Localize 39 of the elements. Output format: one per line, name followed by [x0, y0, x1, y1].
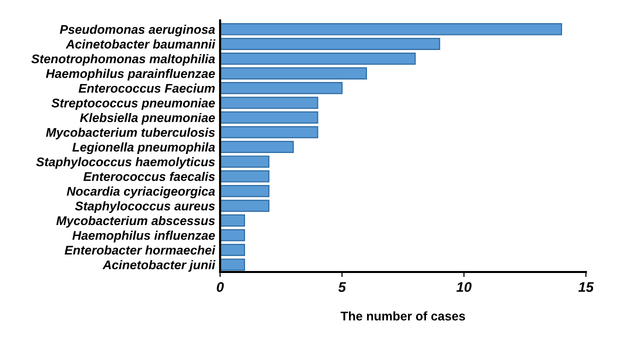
- x-axis-title: The number of cases: [340, 311, 466, 321]
- x-tick-label: 15: [578, 282, 594, 292]
- bar: [220, 244, 246, 256]
- y-tick-label: Acinetobacter baumannii: [66, 39, 216, 49]
- y-tick-label: Streptococcus pneumoniae: [51, 98, 215, 110]
- bar: [220, 52, 416, 65]
- bar: [220, 229, 246, 242]
- y-tick-label: Legionella pneumophila: [72, 142, 215, 154]
- bar: [220, 214, 246, 227]
- bar: [220, 23, 562, 36]
- bar: [220, 96, 318, 109]
- bar: [220, 38, 440, 50]
- y-tick-label: Acinetobacter junii: [102, 260, 216, 272]
- y-tick-label: Haemophilus influenzae: [72, 230, 215, 242]
- bar: [220, 67, 367, 80]
- y-tick-label: Haemophilus parainfluenzae: [46, 68, 215, 80]
- y-tick-label: Mycobacterium abscessus: [56, 216, 215, 228]
- y-tick-label: Enterococcus Faecium: [78, 84, 215, 93]
- y-tick-label: Enterobacter hormaechei: [64, 245, 216, 255]
- y-tick-label: Mycobacterium tuberculosis: [46, 128, 215, 140]
- x-tick-label: 5: [338, 282, 346, 292]
- bar: [220, 126, 318, 138]
- bar: [220, 185, 270, 198]
- y-tick-label: Pseudomonas aeruginosa: [60, 24, 215, 36]
- y-tick-label: Nocardia cyriacigeorgica: [66, 186, 215, 198]
- x-tick-label: 0: [216, 282, 224, 292]
- y-tick-label: Stenotrophomonas maltophilia: [31, 54, 215, 66]
- y-tick-label: Staphylococcus haemolyticus: [36, 157, 215, 169]
- bar: [220, 82, 343, 94]
- y-tick-label: Klebsiella pneumoniae: [80, 112, 215, 125]
- bar: [220, 170, 270, 182]
- bar: [220, 140, 294, 154]
- bar: [220, 111, 318, 124]
- bar: [220, 258, 246, 271]
- y-tick-label: Enterococcus faecalis: [83, 172, 215, 182]
- y-tick-label: Staphylococcus aureus: [75, 201, 215, 213]
- bar: [220, 200, 270, 212]
- x-tick-label: 10: [456, 282, 472, 292]
- bar: [220, 156, 270, 168]
